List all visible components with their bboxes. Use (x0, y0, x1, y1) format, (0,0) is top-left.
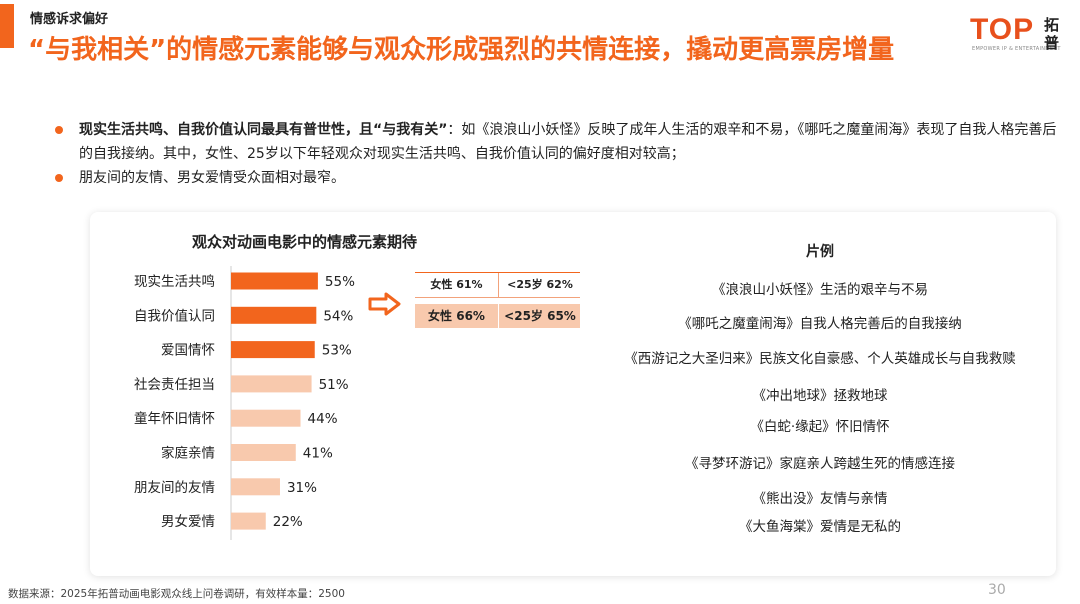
value-label: 44% (308, 411, 338, 427)
category-label: 社会责任担当 (134, 377, 215, 393)
example-item: 《白蛇·缘起》怀旧情怀 (750, 419, 890, 435)
bar-chart: 现实生活共鸣 55% 自我价值认同 54% 爱国情怀 53% 社会责任担当 51% 童年怀旧情怀… (134, 266, 355, 540)
category-label: 现实生活共鸣 (134, 273, 215, 290)
value-label: 31% (287, 480, 317, 496)
category-label: 爱国情怀 (161, 343, 215, 359)
value-label: 53% (322, 343, 352, 359)
bullet-item: 现实生活共鸣、自我价值认同最具有普世性，且“与我有关”：如《浪浪山小妖怪》反映了… (55, 118, 1070, 166)
bullet-list: 现实生活共鸣、自我价值认同最具有普世性，且“与我有关”：如《浪浪山小妖怪》反映了… (55, 118, 1070, 190)
female-share: 女性 66% (428, 309, 485, 323)
bar (231, 478, 280, 496)
value-label: 55% (325, 274, 355, 290)
category-label: 朋友间的友情 (134, 480, 215, 496)
section-tag: 情感诉求偏好 (30, 12, 109, 27)
bar (231, 341, 315, 359)
logo-wordmark: TOP (970, 13, 1035, 46)
category-label: 家庭亲情 (161, 445, 215, 462)
category-label: 男女爱情 (161, 513, 215, 530)
bullet-text: 朋友间的友情、男女爱情受众面相对最窄。 (79, 170, 345, 186)
bar (231, 444, 296, 461)
bar (231, 512, 266, 530)
bullet-bold-text: 现实生活共鸣、自我价值认同最具有普世性，且“与我有关” (79, 122, 448, 138)
chart-title: 观众对动画电影中的情感元素期待 (192, 233, 418, 251)
example-item: 《寻梦环游记》家庭亲人跨越生死的情感连接 (685, 456, 955, 472)
value-label: 54% (323, 308, 353, 324)
example-item: 《冲出地球》拯救地球 (752, 388, 888, 404)
examples-title: 片例 (806, 244, 834, 260)
page-headline: “与我相关”的情感元素能够与观众形成强烈的共情连接，撬动更高票房增量 (28, 35, 895, 65)
logo-tagline: EMPOWER IP & ENTERTAINMENT (972, 46, 1061, 52)
comparison-row: 女性 66% <25岁 65% (415, 304, 580, 328)
value-label: 51% (319, 377, 349, 393)
bullet-item: 朋友间的友情、男女爱情受众面相对最窄。 (55, 166, 1070, 190)
female-share: 女性 61% (430, 278, 483, 291)
accent-bar (0, 4, 14, 48)
bar (231, 375, 312, 393)
brand-logo: TOP EMPOWER IP & ENTERTAINMENT 拓普 (970, 14, 1070, 58)
example-item: 《熊出没》友情与亲情 (752, 491, 888, 507)
comparison-row: 女性 61% <25岁 62% (415, 272, 580, 298)
under25-share: <25岁 65% (498, 304, 581, 328)
example-item: 《哪吒之魔童闹海》自我人格完善后的自我接纳 (678, 316, 962, 332)
bar (231, 409, 301, 427)
arrow-right-icon (368, 292, 401, 316)
value-label: 22% (273, 514, 303, 530)
category-label: 自我价值认同 (134, 308, 215, 324)
bullet-text: ：如《浪浪山小妖怪》反映了成年人生活的艰辛和不易，《哪吒之魔童闹海》表现了自我人… (79, 122, 1057, 162)
category-label: 童年怀旧情怀 (134, 410, 215, 427)
logo-chinese-name: 拓普 (1044, 16, 1060, 52)
bullet-dot-icon (55, 174, 63, 182)
value-label: 41% (303, 446, 333, 462)
bar (231, 306, 317, 324)
example-item: 《大鱼海棠》爱情是无私的 (739, 519, 901, 535)
page-number: 30 (988, 582, 1006, 598)
bar (231, 272, 318, 290)
data-source-note: 数据来源：2025年拓普动画电影观众线上问卷调研，有效样本量：2500 (8, 588, 345, 600)
example-item: 《浪浪山小妖怪》生活的艰辛与不易 (712, 282, 928, 298)
example-item: 《西游记之大圣归来》民族文化自豪感、个人英雄成长与自我救赎 (624, 351, 1016, 367)
bullet-dot-icon (55, 126, 63, 134)
under25-share: <25岁 62% (498, 273, 581, 297)
